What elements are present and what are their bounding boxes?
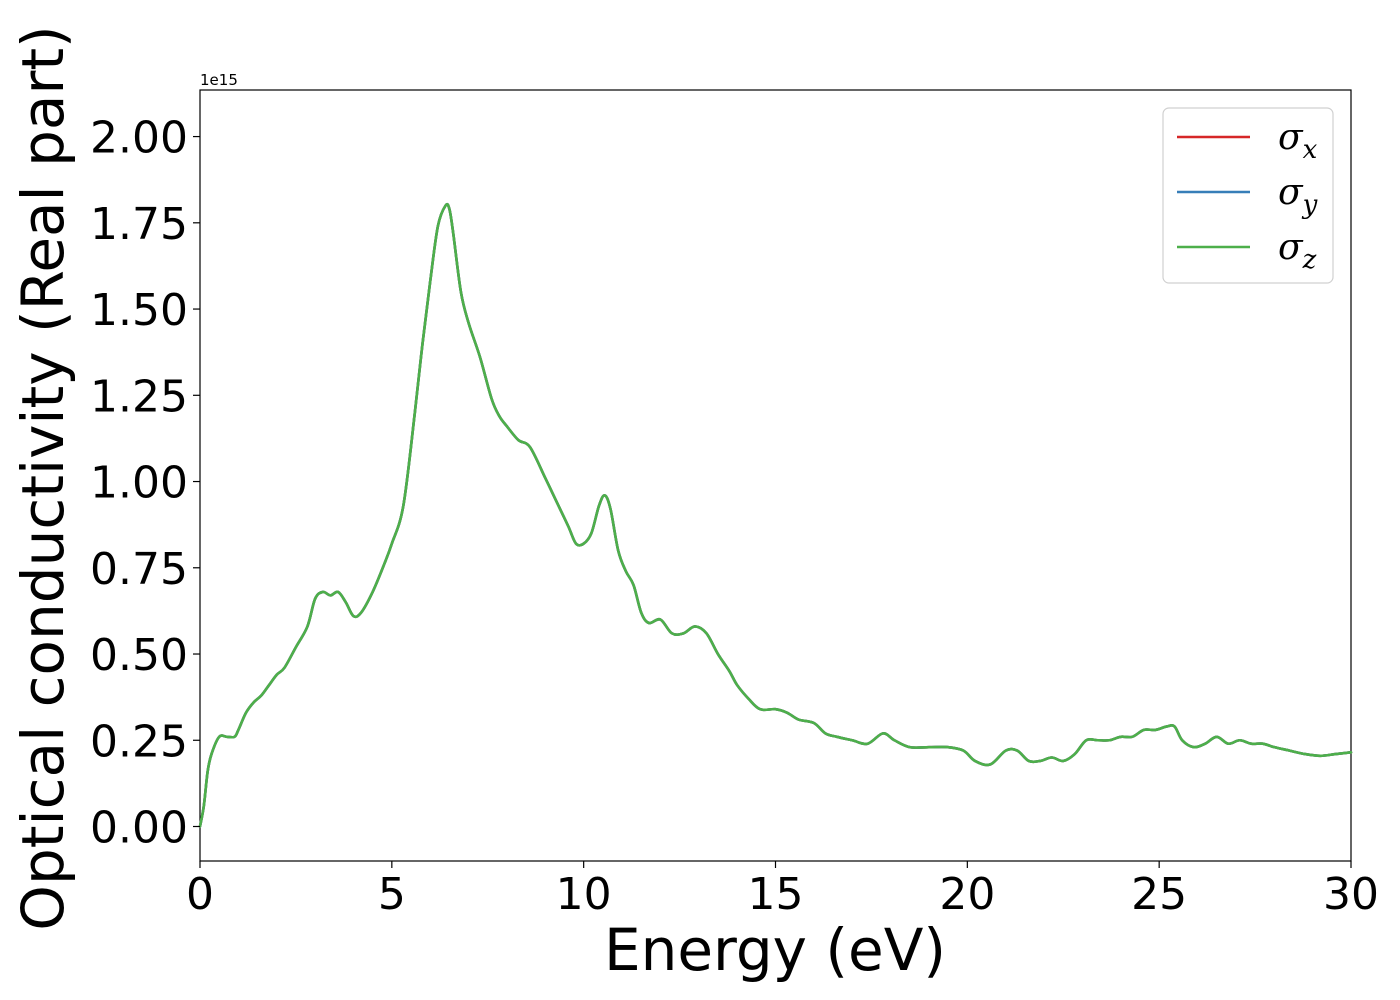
y-tick-label: 1.25 — [90, 371, 188, 422]
y-axis-label: Optical conductivity (Real part) — [9, 25, 77, 930]
series-line-σz — [198, 202, 1353, 828]
y-axis-ticks: 0.00 0.25 0.50 0.75 1.00 1.25 1.50 1.75 2.00 — [90, 113, 200, 854]
y-tick-label: 1.00 — [90, 458, 188, 509]
y-tick-label: 2.00 — [90, 113, 188, 164]
legend-box — [1162, 107, 1334, 284]
y-tick-label: 1.75 — [90, 199, 188, 250]
y-tick-label: 0.25 — [90, 716, 188, 767]
x-tick-label: 10 — [556, 869, 612, 920]
x-tick-label: 20 — [939, 869, 995, 920]
x-axis-ticks: 0 5 10 15 20 25 30 — [186, 861, 1379, 920]
y-tick-label: 0.75 — [90, 544, 188, 595]
x-tick-label: 5 — [378, 869, 406, 920]
series-layer — [198, 202, 1353, 828]
x-tick-label: 30 — [1323, 869, 1379, 920]
x-tick-label: 15 — [748, 869, 804, 920]
x-tick-label: 25 — [1131, 869, 1187, 920]
y-offset-label: 1e15 — [200, 71, 238, 89]
x-tick-label: 0 — [186, 869, 214, 920]
y-tick-label: 0.00 — [90, 803, 188, 854]
y-tick-label: 0.50 — [90, 630, 188, 681]
y-tick-label: 1.50 — [90, 285, 188, 336]
x-axis-label: Energy (eV) — [604, 916, 946, 984]
